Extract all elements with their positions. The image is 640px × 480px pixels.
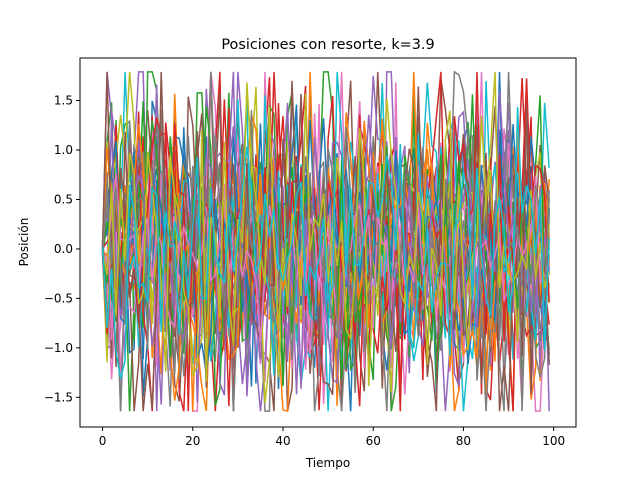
x-tick-label: 60 bbox=[366, 434, 381, 448]
y-tick-label: 1.0 bbox=[54, 143, 73, 157]
y-tick-label: −1.0 bbox=[44, 341, 73, 355]
plot-frame bbox=[79, 57, 577, 428]
series-line-31 bbox=[101, 104, 550, 387]
y-tick-label: 1.5 bbox=[54, 94, 73, 108]
y-tick-label: −1.5 bbox=[44, 390, 73, 404]
series-lines bbox=[101, 70, 550, 413]
y-tick-label: 0.5 bbox=[54, 192, 73, 206]
chart-title: Posiciones con resorte, k=3.9 bbox=[221, 37, 434, 53]
y-tick-label: −0.5 bbox=[44, 291, 73, 305]
y-axis-label: Posición bbox=[17, 218, 31, 267]
series-line-30 bbox=[102, 98, 550, 386]
y-tick-label: 0.0 bbox=[54, 242, 73, 256]
y-axis-ticks: −1.5 −1.0 −0.5 0.0 0.5 1.0 1.5 bbox=[44, 94, 80, 404]
x-tick-label: 20 bbox=[185, 434, 200, 448]
x-tick-label: 100 bbox=[542, 434, 565, 448]
x-tick-label: 80 bbox=[456, 434, 471, 448]
x-axis-label: Tiempo bbox=[305, 456, 350, 470]
x-tick-label: 0 bbox=[99, 434, 107, 448]
x-tick-label: 40 bbox=[275, 434, 290, 448]
x-axis-ticks: 0 20 40 60 80 100 bbox=[99, 427, 565, 448]
series-line-40 bbox=[101, 71, 550, 379]
